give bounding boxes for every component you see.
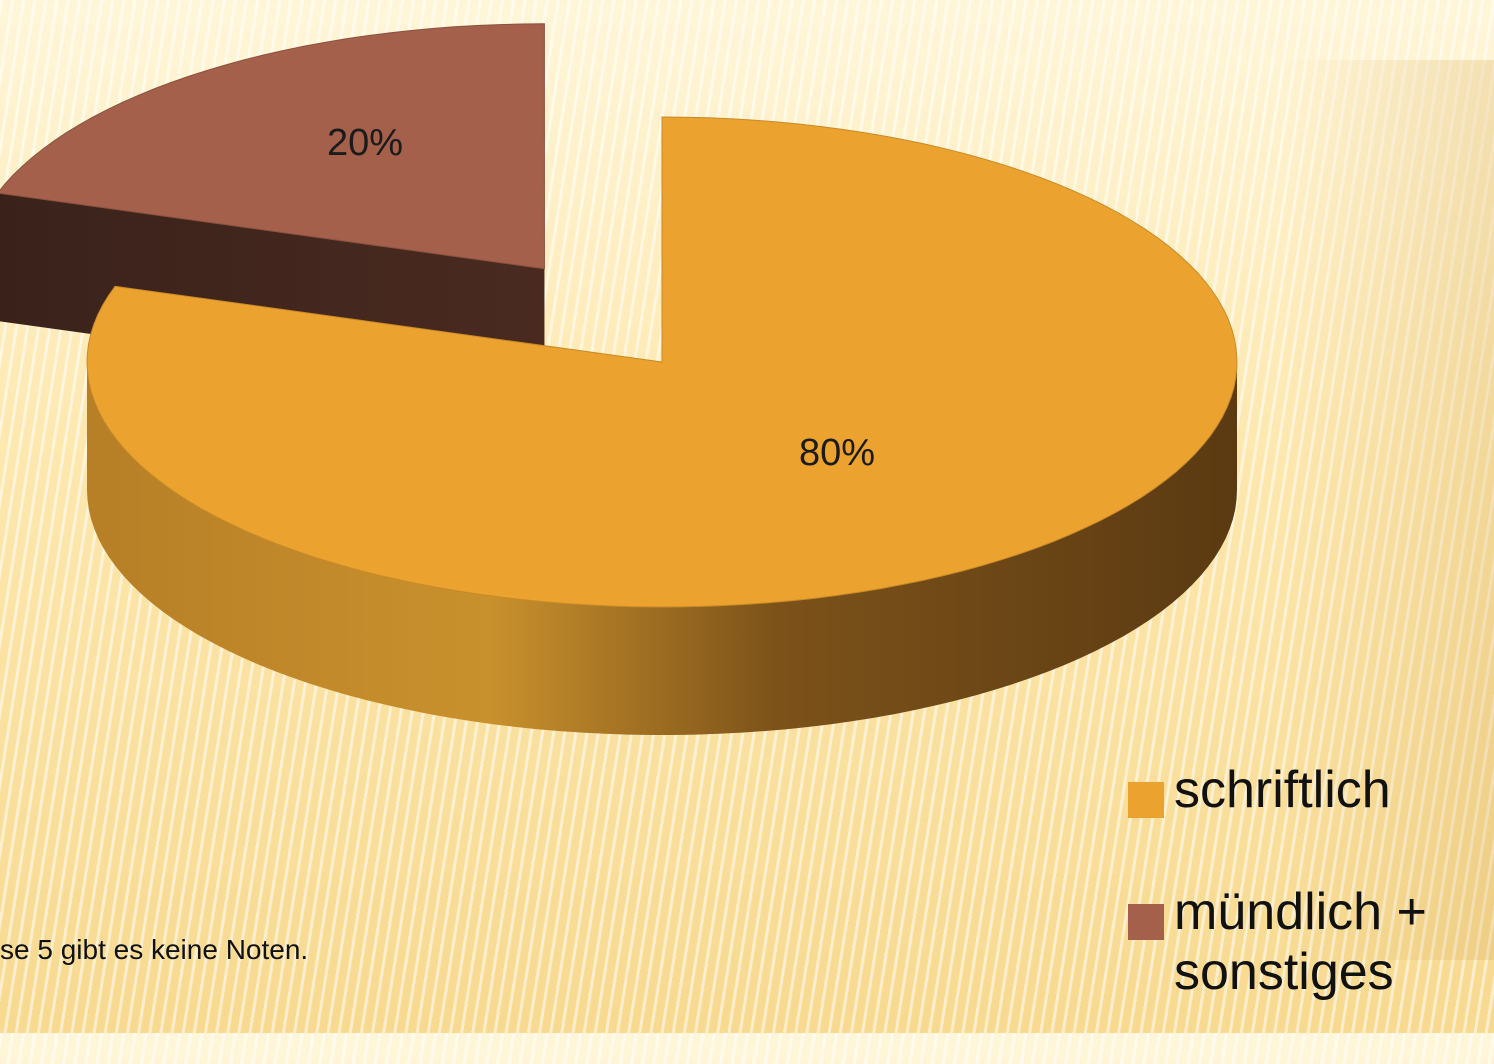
slice-top-schriftlich bbox=[86, 116, 1238, 608]
slice-top-muendlich bbox=[0, 23, 545, 270]
legend-label-schriftlich: schriftlich bbox=[1174, 761, 1391, 819]
legend-swatch-muendlich bbox=[1128, 904, 1164, 940]
data-label-schriftlich: 80% bbox=[799, 432, 875, 474]
legend-item-schriftlich: schriftlich bbox=[1128, 760, 1427, 820]
legend-item-muendlich: mündlich + sonstiges bbox=[1128, 882, 1427, 1002]
data-label-muendlich: 20% bbox=[327, 122, 403, 164]
slice-side-schriftlich bbox=[87, 362, 1237, 735]
legend-swatch-schriftlich bbox=[1128, 782, 1164, 818]
pie-chart: 80% 20% bbox=[0, 23, 1238, 735]
legend-label-muendlich: mündlich + sonstiges bbox=[1174, 883, 1427, 1001]
chart-legend: schriftlich mündlich + sonstiges bbox=[1128, 760, 1427, 1064]
footnote-text: se 5 gibt es keine Noten. bbox=[0, 934, 309, 965]
